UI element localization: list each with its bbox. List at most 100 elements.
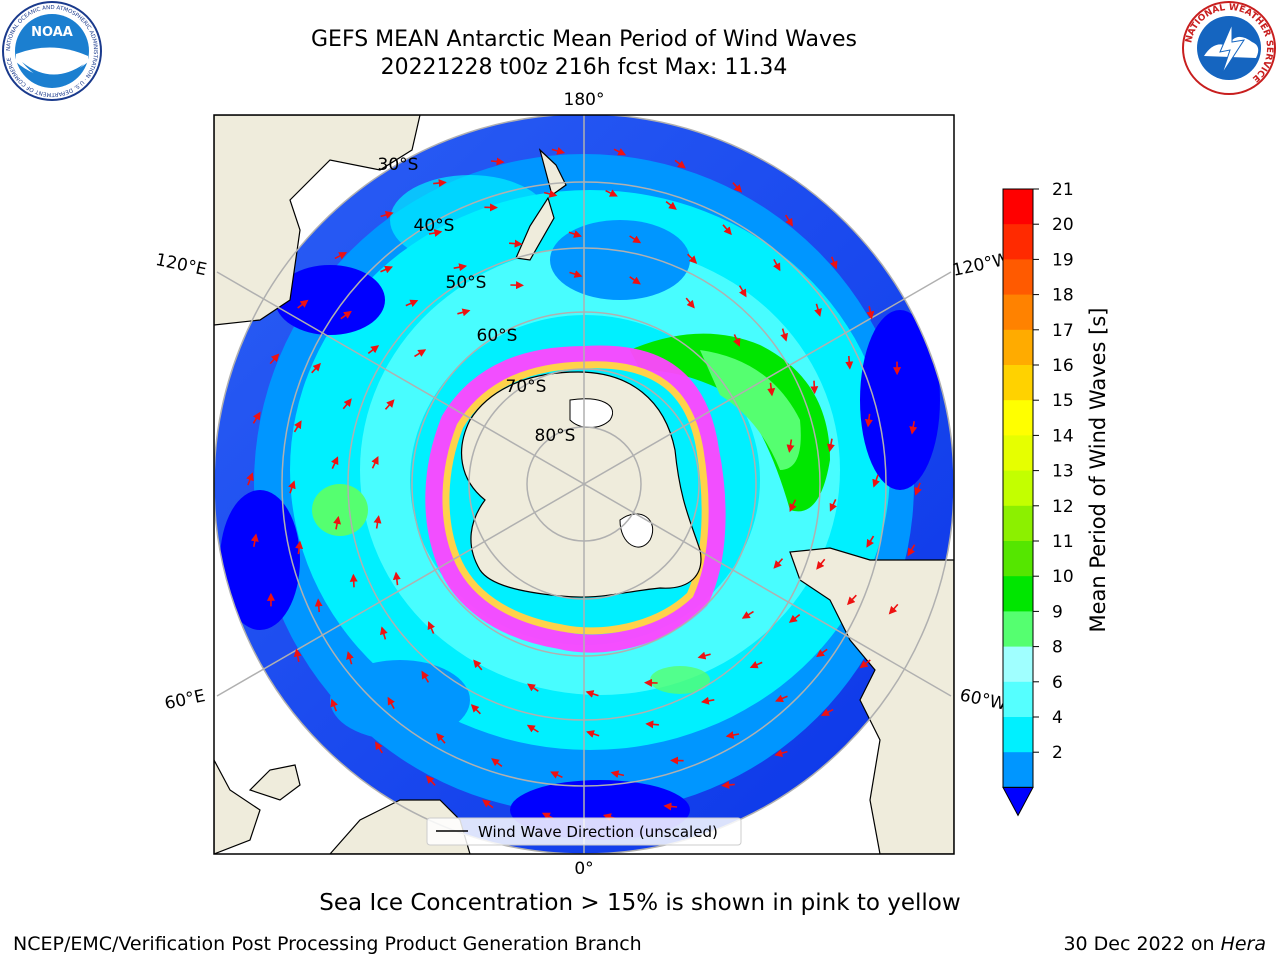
wind-wave-arrow [847, 594, 857, 606]
wind-wave-arrow [629, 276, 641, 285]
wind-wave-arrow [859, 659, 871, 669]
wind-wave-arrow [788, 613, 801, 623]
wind-wave-arrow [346, 651, 354, 665]
chart-subtitle: 20221228 t00z 216h fcst Max: 11.34 [380, 55, 788, 80]
graticule [214, 115, 954, 854]
wind-wave-arrow [342, 398, 352, 410]
colorbar-frame [1002, 188, 1034, 788]
wind-wave-arrow [380, 211, 394, 219]
lon-label-120w: 120°W [951, 249, 1012, 281]
wind-wave-arrow [314, 598, 323, 613]
wind-wave-arrow [526, 724, 539, 733]
lon-label-0: 0° [574, 859, 593, 879]
wind-wave-arrow [288, 480, 296, 494]
noaa-logo-text: NOAA [31, 25, 73, 40]
wind-wave-arrow [470, 704, 481, 715]
run-machine: Hera [1220, 933, 1266, 955]
wind-wave-arrow [789, 499, 797, 512]
wind-wave-arrow [246, 472, 254, 486]
colorbar-segment [1003, 505, 1033, 542]
wind-wave-arrow [774, 749, 788, 757]
wind-wave-arrow [725, 731, 740, 739]
wind-wave-arrow [613, 148, 627, 156]
wind-wave-arrow [816, 648, 828, 658]
sea-ice-band [425, 345, 726, 653]
wind-wave-arrow [569, 270, 583, 278]
lat-label-70s: 70°S [506, 377, 547, 397]
wind-wave-arrow [697, 651, 711, 660]
wind-wave-arrow [375, 741, 383, 754]
wind-wave-arrow [311, 362, 321, 374]
wind-wave-arrow [371, 456, 379, 469]
wind-wave-arrow [830, 256, 838, 270]
wind-wave-arrow [379, 626, 388, 640]
wind-wave-arrow [674, 159, 686, 169]
colorbar-segment [1003, 576, 1033, 612]
wind-wave-arrow [428, 229, 443, 237]
wind-wave-arrow [907, 544, 916, 557]
wind-wave-arrow [780, 328, 789, 342]
colorbar-segment [1003, 294, 1033, 331]
wind-wave-arrow [392, 571, 401, 586]
wind-wave-arrow [914, 482, 922, 496]
wind-wave-arrow [250, 533, 259, 547]
wind-wave-arrow [330, 698, 338, 712]
noaa-logo: NOAA NATIONAL OCEANIC AND ATMOSPHERIC AD… [2, 1, 102, 101]
colorbar: 21 20 19 18 17 16 15 14 13 12 11 10 9 8 6 4 2 [1002, 180, 1074, 817]
colorbar-tick-label: 19 [1052, 250, 1074, 270]
colorbar-tick-label: 2 [1052, 743, 1063, 763]
wind-wave-arrow [551, 147, 566, 155]
colorbar-tick-label: 11 [1052, 532, 1074, 552]
wind-wave-arrow [367, 345, 380, 355]
wind-wave-arrow [585, 690, 599, 698]
wind-wave-arrow [269, 353, 280, 365]
wind-wave-arrow [845, 355, 854, 370]
wind-wave-arrow [550, 771, 563, 779]
colorbar-tick-label: 6 [1052, 673, 1063, 693]
colorbar-segment [1003, 435, 1033, 472]
wind-wave-arrow [384, 399, 395, 410]
wind-wave-arrow [610, 770, 625, 778]
wind-wave-arrow [457, 308, 471, 317]
colorbar-tick-label: 13 [1052, 462, 1074, 482]
wind-wave-arrow [826, 438, 835, 453]
wind-wave-arrow [738, 285, 747, 298]
wind-wave-arrow [773, 558, 784, 569]
colorbar-tick-label: 14 [1052, 426, 1074, 446]
wind-wave-arrow [866, 535, 875, 548]
wind-wave-arrow [490, 157, 505, 166]
wind-wave-arrow [473, 659, 483, 671]
ross-ice-shelf [569, 398, 613, 428]
legend-label: Wind Wave Direction (unscaled) [478, 823, 718, 841]
colorbar-extend-arrow [1002, 786, 1034, 817]
wind-wave-arrow [334, 252, 348, 260]
nws-logo: NATIONAL WEATHER SERVICE [1182, 1, 1276, 95]
wind-wave-arrow [645, 720, 659, 729]
meridian-60e-120w [216, 271, 952, 697]
map-area: Wind Wave Direction (unscaled) [214, 115, 954, 854]
wind-wave-arrow [491, 758, 503, 768]
lon-label-60w: 60°W [958, 685, 1008, 714]
wind-wave-arrow [767, 382, 776, 397]
colorbar-label: Mean Period of Wind Waves [s] [1086, 308, 1110, 633]
wind-wave-arrow [297, 299, 309, 309]
colorbar-segment [1003, 259, 1033, 296]
wind-wave-arrow [741, 610, 754, 619]
lat-label-40s: 40°S [414, 216, 455, 236]
wind-wave-arrow [586, 730, 600, 738]
wind-wave-arrow [436, 732, 446, 744]
wind-wave-arrow [387, 696, 395, 709]
lat-label-50s: 50°S [446, 273, 487, 293]
south-america-land [789, 547, 954, 854]
wind-wave-arrow [732, 334, 741, 347]
colorbar-segment [1003, 752, 1033, 788]
colorbar-segment [1003, 646, 1033, 683]
wind-wave-arrow [888, 603, 899, 615]
wind-wave-arrow [543, 190, 558, 198]
wind-wave-arrow [685, 297, 695, 309]
colorbar-segment [1003, 224, 1033, 260]
colorbar-tick-label: 4 [1052, 708, 1063, 728]
wind-wave-arrow [433, 179, 447, 188]
wind-wave-arrow [700, 696, 715, 705]
